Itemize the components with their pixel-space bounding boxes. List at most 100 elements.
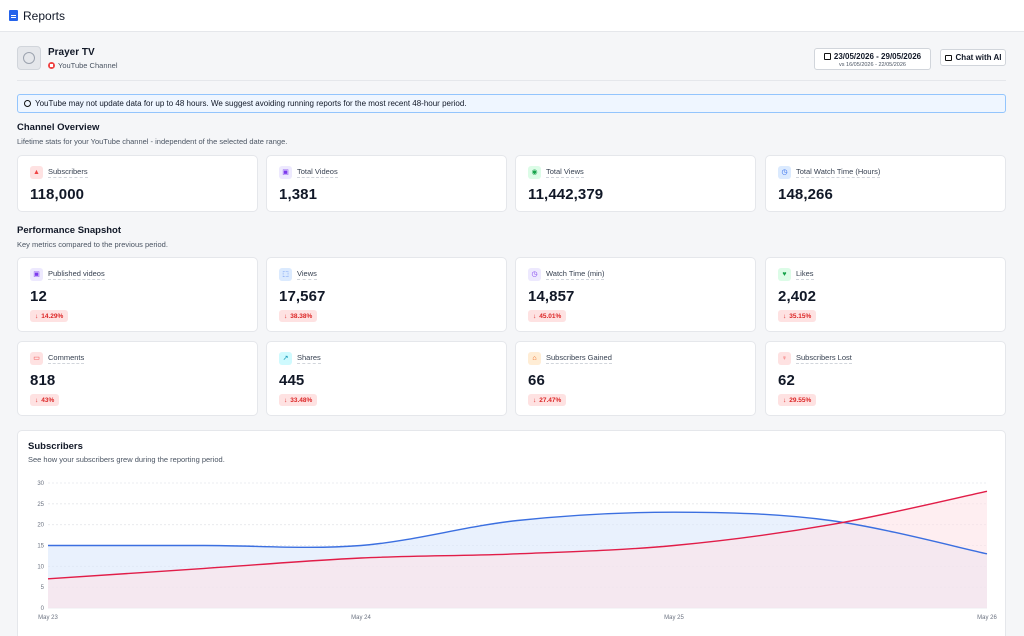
document-icon bbox=[9, 10, 18, 21]
metric-value: 445 bbox=[279, 372, 305, 389]
change-value: 45.01% bbox=[539, 312, 562, 320]
metric-card: ♥ Likes 2,402 ↓ 35.15% bbox=[765, 257, 1006, 332]
y-tick-label: 5 bbox=[41, 585, 45, 591]
arrow-down-icon: ↓ bbox=[284, 312, 288, 320]
snapshot-subtitle: Key metrics compared to the previous per… bbox=[17, 240, 168, 249]
metric-card: ⌂ Subscribers Gained 66 ↓ 27.47% bbox=[515, 341, 756, 416]
change-value: 38.38% bbox=[290, 312, 313, 320]
metric-label: Subscribers bbox=[48, 167, 88, 178]
metric-value: 11,442,379 bbox=[528, 186, 604, 203]
series-line bbox=[47, 490, 988, 580]
overview-title: Channel Overview bbox=[17, 122, 100, 133]
x-tick-label: May 24 bbox=[351, 615, 371, 621]
subscribers-chart: 0 5 10 15 20 25 30 May 23 May 24 May 25 May 26 bbox=[37, 481, 997, 621]
metric-label: Subscribers Lost bbox=[796, 353, 852, 364]
arrow-down-icon: ↓ bbox=[284, 396, 288, 404]
user-minus-icon: ♀ bbox=[778, 352, 791, 365]
x-tick-label: May 25 bbox=[664, 615, 684, 621]
change-badge: ↓ 45.01% bbox=[528, 310, 567, 322]
overview-subtitle: Lifetime stats for your YouTube channel … bbox=[17, 137, 288, 146]
info-icon bbox=[24, 100, 31, 107]
metric-label: Total Watch Time (Hours) bbox=[796, 167, 881, 178]
expand-icon: ⬚ bbox=[279, 268, 292, 281]
arrow-down-icon: ↓ bbox=[783, 312, 787, 320]
metric-label: Shares bbox=[297, 353, 321, 364]
clock-icon: ◷ bbox=[778, 166, 791, 179]
chat-button-label: Chat with AI bbox=[955, 53, 1002, 62]
metric-card: ▣ Total Videos 1,381 bbox=[266, 155, 507, 212]
person-icon: ▲ bbox=[30, 166, 43, 179]
user-plus-icon: ⌂ bbox=[528, 352, 541, 365]
arrow-down-icon: ↓ bbox=[533, 396, 537, 404]
y-tick-label: 10 bbox=[37, 564, 44, 570]
divider bbox=[17, 80, 1006, 81]
metric-value: 118,000 bbox=[30, 186, 85, 203]
page-title: Reports bbox=[23, 8, 66, 23]
heart-icon: ♥ bbox=[778, 268, 791, 281]
metric-card: ⬚ Views 17,567 ↓ 38.38% bbox=[266, 257, 507, 332]
metric-label: Comments bbox=[48, 353, 85, 364]
top-bar: Reports bbox=[0, 0, 1024, 32]
metric-label: Published videos bbox=[48, 269, 105, 280]
comment-icon: ▭ bbox=[30, 352, 43, 365]
chat-with-ai-button[interactable]: Chat with AI bbox=[940, 49, 1006, 66]
youtube-icon bbox=[48, 61, 55, 69]
y-tick-label: 30 bbox=[37, 481, 44, 487]
metric-card: ▲ Subscribers 118,000 bbox=[17, 155, 258, 212]
change-value: 43% bbox=[41, 396, 55, 404]
metric-card: ▣ Published videos 12 ↓ 14.29% bbox=[17, 257, 258, 332]
change-badge: ↓ 43% bbox=[30, 394, 60, 406]
metric-value: 818 bbox=[30, 372, 56, 389]
subscribers-chart-card: Subscribers See how your subscribers gre… bbox=[17, 430, 1006, 636]
metric-card: ▭ Comments 818 ↓ 43% bbox=[17, 341, 258, 416]
metric-value: 12 bbox=[30, 288, 47, 305]
metric-card: ♀ Subscribers Lost 62 ↓ 29.55% bbox=[765, 341, 1006, 416]
change-badge: ↓ 27.47% bbox=[528, 394, 567, 406]
channel-type: YouTube Channel bbox=[58, 60, 118, 70]
y-tick-label: 15 bbox=[37, 544, 44, 550]
series-area bbox=[48, 491, 987, 608]
metric-card: ◉ Total Views 11,442,379 bbox=[515, 155, 756, 212]
metric-value: 148,266 bbox=[778, 186, 833, 203]
data-delay-notice: YouTube may not update data for up to 48… bbox=[17, 94, 1006, 113]
arrow-down-icon: ↓ bbox=[533, 312, 537, 320]
change-badge: ↓ 33.48% bbox=[279, 394, 318, 406]
x-tick-label: May 26 bbox=[977, 615, 997, 621]
change-value: 14.29% bbox=[41, 312, 64, 320]
channel-avatar bbox=[17, 46, 41, 70]
date-range-picker[interactable]: 23/05/2026 - 29/05/2026 vs 16/05/2026 - … bbox=[814, 48, 931, 70]
metric-label: Views bbox=[297, 269, 317, 280]
video-icon: ▣ bbox=[279, 166, 292, 179]
channel-name: Prayer TV bbox=[48, 46, 95, 58]
metric-value: 14,857 bbox=[528, 288, 575, 305]
metric-value: 1,381 bbox=[279, 186, 318, 203]
metric-label: Likes bbox=[796, 269, 814, 280]
arrow-down-icon: ↓ bbox=[35, 396, 39, 404]
share-icon: ↗ bbox=[279, 352, 292, 365]
metric-card: ↗ Shares 445 ↓ 33.48% bbox=[266, 341, 507, 416]
arrow-down-icon: ↓ bbox=[783, 396, 787, 404]
y-tick-label: 0 bbox=[41, 606, 45, 612]
metric-label: Total Videos bbox=[297, 167, 338, 178]
date-range-label: 23/05/2026 - 29/05/2026 bbox=[833, 52, 922, 61]
change-badge: ↓ 29.55% bbox=[778, 394, 817, 406]
y-tick-label: 25 bbox=[37, 502, 44, 508]
change-badge: ↓ 38.38% bbox=[279, 310, 318, 322]
calendar-icon bbox=[823, 53, 831, 60]
change-badge: ↓ 35.15% bbox=[778, 310, 817, 322]
metric-card: ◷ Watch Time (min) 14,857 ↓ 45.01% bbox=[515, 257, 756, 332]
metric-value: 66 bbox=[528, 372, 545, 389]
chart-subtitle: See how your subscribers grew during the… bbox=[28, 455, 225, 464]
clock-icon: ◷ bbox=[528, 268, 541, 281]
change-value: 33.48% bbox=[290, 396, 313, 404]
metric-value: 17,567 bbox=[279, 288, 326, 305]
metric-card: ◷ Total Watch Time (Hours) 148,266 bbox=[765, 155, 1006, 212]
snapshot-title: Performance Snapshot bbox=[17, 225, 121, 236]
series-line bbox=[47, 511, 988, 555]
notice-text: YouTube may not update data for up to 48… bbox=[35, 99, 467, 108]
chat-icon bbox=[944, 54, 952, 61]
arrow-down-icon: ↓ bbox=[35, 312, 39, 320]
metric-label: Subscribers Gained bbox=[546, 353, 612, 364]
change-value: 35.15% bbox=[789, 312, 812, 320]
date-compare-label: vs 16/05/2026 - 22/05/2026 bbox=[839, 62, 906, 68]
